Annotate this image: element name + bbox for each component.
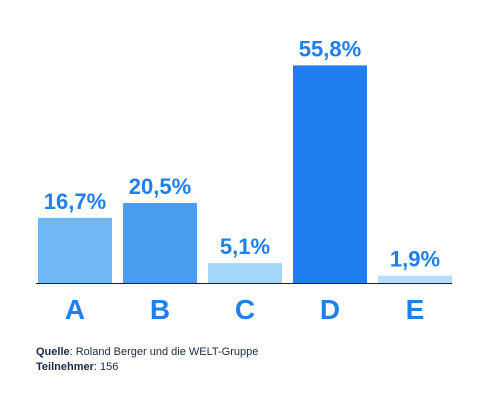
- category-label-a: A: [65, 294, 85, 325]
- participants-text: : 156: [93, 361, 119, 373]
- bar-d: [293, 65, 367, 283]
- participants-label: Teilnehmer: [36, 361, 94, 373]
- bar-b: [123, 203, 197, 283]
- source-line: Quelle: Roland Berger und die WELT-Grupp…: [36, 345, 258, 360]
- bar-a: [38, 217, 112, 283]
- source-text: : Roland Berger und die WELT-Gruppe: [69, 346, 259, 358]
- value-label-a: 16,7%: [44, 189, 106, 214]
- bar-e: [378, 275, 452, 283]
- category-label-b: B: [150, 294, 170, 325]
- value-label-e: 1,9%: [390, 247, 440, 272]
- category-label-d: D: [320, 294, 340, 325]
- category-label-c: C: [235, 294, 255, 325]
- source-label: Quelle: [36, 346, 70, 358]
- value-label-b: 20,5%: [129, 174, 191, 199]
- value-label-d: 55,8%: [299, 36, 361, 61]
- chart-footer: Quelle: Roland Berger und die WELT-Grupp…: [36, 345, 258, 375]
- category-label-e: E: [406, 294, 425, 325]
- participants-line: Teilnehmer: 156: [36, 360, 258, 375]
- bar-chart: 16,7% A 20,5% B 5,1% C 55,8% D 1,9% E: [36, 36, 452, 325]
- bar-c: [208, 263, 282, 283]
- value-label-c: 5,1%: [220, 234, 270, 259]
